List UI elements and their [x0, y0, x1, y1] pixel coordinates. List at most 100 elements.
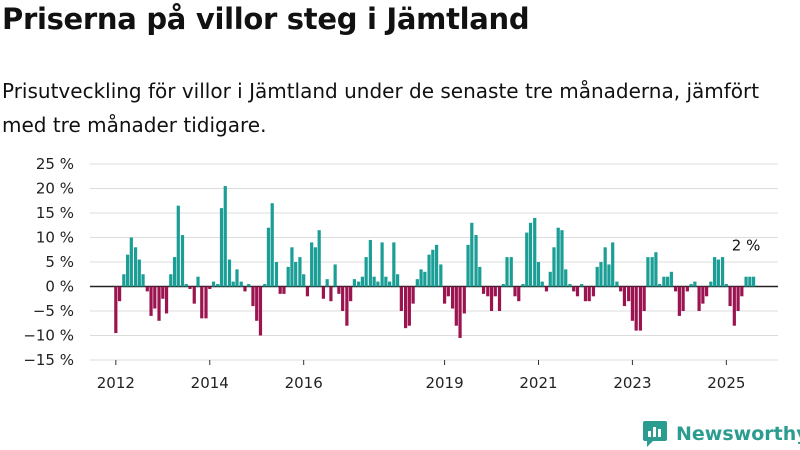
x-tick-label: 2023: [613, 374, 651, 390]
bar: [517, 286, 521, 302]
bar: [388, 281, 392, 287]
bar: [145, 286, 149, 292]
bar: [458, 286, 462, 338]
bar: [728, 286, 732, 307]
bar: [216, 284, 220, 287]
bar: [376, 281, 380, 287]
bar: [164, 286, 169, 314]
bar: [223, 186, 227, 287]
bar: [685, 286, 689, 292]
bar: [701, 286, 705, 304]
bar: [333, 264, 337, 287]
bar: [176, 205, 180, 287]
bar: [599, 262, 603, 287]
bar-chart: 25 % 20 % 15 % 10 % 5 % 0 % −5 % −10 % −15 % 201…: [23, 155, 778, 390]
y-tick-label: −10 %: [23, 327, 74, 345]
x-tick-label: 2014: [191, 374, 229, 390]
bar: [497, 286, 502, 311]
bar: [486, 286, 490, 297]
y-tick-label: 15 %: [36, 204, 74, 222]
bar: [399, 286, 403, 311]
y-axis: 25 % 20 % 15 % 10 % 5 % 0 % −5 % −10 % −15 %: [23, 155, 74, 369]
bar: [642, 286, 646, 311]
bar: [255, 286, 259, 321]
bar: [419, 269, 423, 287]
bar: [231, 281, 235, 287]
bar: [341, 286, 345, 311]
bar: [305, 286, 310, 297]
bar: [368, 239, 372, 287]
bar: [751, 276, 756, 287]
bar: [478, 266, 482, 287]
bar: [282, 286, 286, 294]
bar: [211, 281, 216, 287]
bar: [403, 286, 408, 329]
bar: [470, 222, 474, 287]
bar: [310, 242, 314, 287]
x-tick-label: 2019: [425, 374, 463, 390]
bar: [564, 269, 568, 287]
bar: [114, 286, 118, 334]
bar: [372, 276, 376, 287]
bar: [474, 235, 478, 287]
bar: [364, 257, 368, 287]
x-tick-label: 2012: [97, 374, 135, 390]
bar: [603, 247, 607, 287]
bar: [533, 217, 537, 287]
bar: [709, 281, 713, 287]
bar: [481, 286, 486, 294]
bar: [591, 286, 596, 297]
bar: [349, 286, 353, 302]
bar: [509, 257, 513, 287]
bar: [677, 286, 681, 316]
bar: [740, 286, 744, 297]
bar: [427, 254, 431, 287]
bar: [169, 274, 173, 287]
bar: [548, 271, 552, 287]
bar: [442, 286, 447, 304]
bar: [192, 286, 196, 304]
bar: [196, 276, 200, 287]
bar: [184, 284, 188, 287]
bar: [396, 274, 400, 287]
y-tick-label: 20 %: [36, 180, 74, 198]
bar: [505, 257, 509, 287]
bar: [434, 244, 439, 287]
bar: [149, 286, 153, 316]
bar: [627, 286, 631, 302]
bar: [693, 281, 697, 287]
bar: [251, 286, 255, 307]
bar: [619, 286, 623, 292]
bar: [638, 286, 643, 331]
bar: [650, 257, 654, 287]
bar: [180, 235, 185, 287]
y-tick-label: 5 %: [45, 253, 74, 271]
bar: [622, 286, 627, 307]
bar: [227, 259, 232, 287]
last-value-label: 2 %: [732, 237, 761, 255]
bar: [298, 257, 302, 287]
bar: [172, 257, 177, 287]
bar: [380, 242, 384, 287]
x-tick-label: 2021: [519, 374, 557, 390]
bar: [122, 274, 126, 287]
brand-name: Newsworthy: [676, 423, 800, 445]
bar: [423, 271, 427, 287]
bar: [575, 286, 580, 297]
bar: [247, 284, 251, 287]
bar: [493, 286, 497, 297]
bar: [713, 257, 717, 287]
bar: [521, 284, 525, 287]
bar: [137, 259, 141, 287]
bar: [720, 257, 725, 287]
bar: [681, 286, 685, 311]
bar: [630, 286, 635, 321]
annotations: 2 %: [732, 237, 761, 255]
bar: [744, 276, 748, 287]
bar: [188, 286, 192, 289]
bar: [129, 237, 133, 287]
bars: [114, 186, 756, 338]
y-tick-label: 0 %: [45, 278, 74, 296]
bar: [646, 257, 650, 287]
bar: [243, 286, 247, 292]
